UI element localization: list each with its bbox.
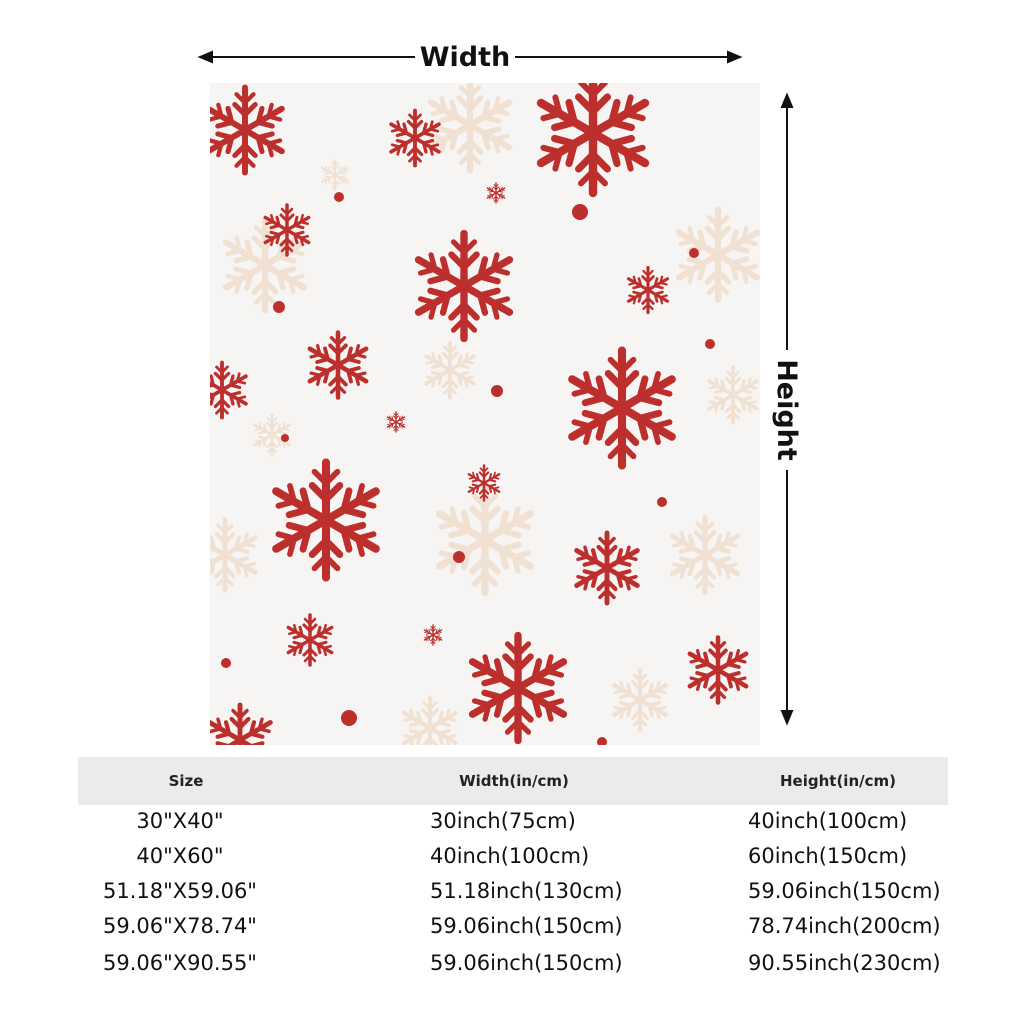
width-arrow — [197, 50, 743, 64]
table-cell: 30inch(75cm) — [430, 809, 576, 833]
table-cell: 78.74inch(200cm) — [748, 914, 941, 938]
table-cell: 59.06inch(150cm) — [430, 914, 623, 938]
table-cell: 59.06"X78.74" — [103, 914, 257, 938]
table-cell: 40inch(100cm) — [748, 809, 907, 833]
table-cell: 40inch(100cm) — [430, 844, 589, 868]
table-cell: 59.06inch(150cm) — [748, 879, 941, 903]
table-header-band — [78, 757, 948, 805]
table-header: Height(in/cm) — [780, 772, 896, 790]
table-cell: 90.55inch(230cm) — [748, 951, 941, 975]
table-header: Width(in/cm) — [459, 772, 569, 790]
height-arrow — [780, 92, 794, 726]
table-cell: 30"X40" — [136, 809, 223, 833]
table-cell: 59.06"X90.55" — [103, 951, 257, 975]
table-body: 30"X40" 30inch(75cm) 40inch(100cm) 40"X60" 4… — [103, 809, 941, 975]
table-cell: 40"X60" — [136, 844, 223, 868]
snowflake-pattern — [190, 73, 762, 745]
table-cell: 59.06inch(150cm) — [430, 951, 623, 975]
table-header: Size — [169, 772, 204, 790]
table-cell: 60inch(150cm) — [748, 844, 907, 868]
blanket — [210, 83, 760, 745]
height-label: Height — [771, 359, 802, 461]
table-cell: 51.18inch(130cm) — [430, 879, 623, 903]
table-cell: 51.18"X59.06" — [103, 879, 257, 903]
width-label: Width — [420, 42, 511, 73]
